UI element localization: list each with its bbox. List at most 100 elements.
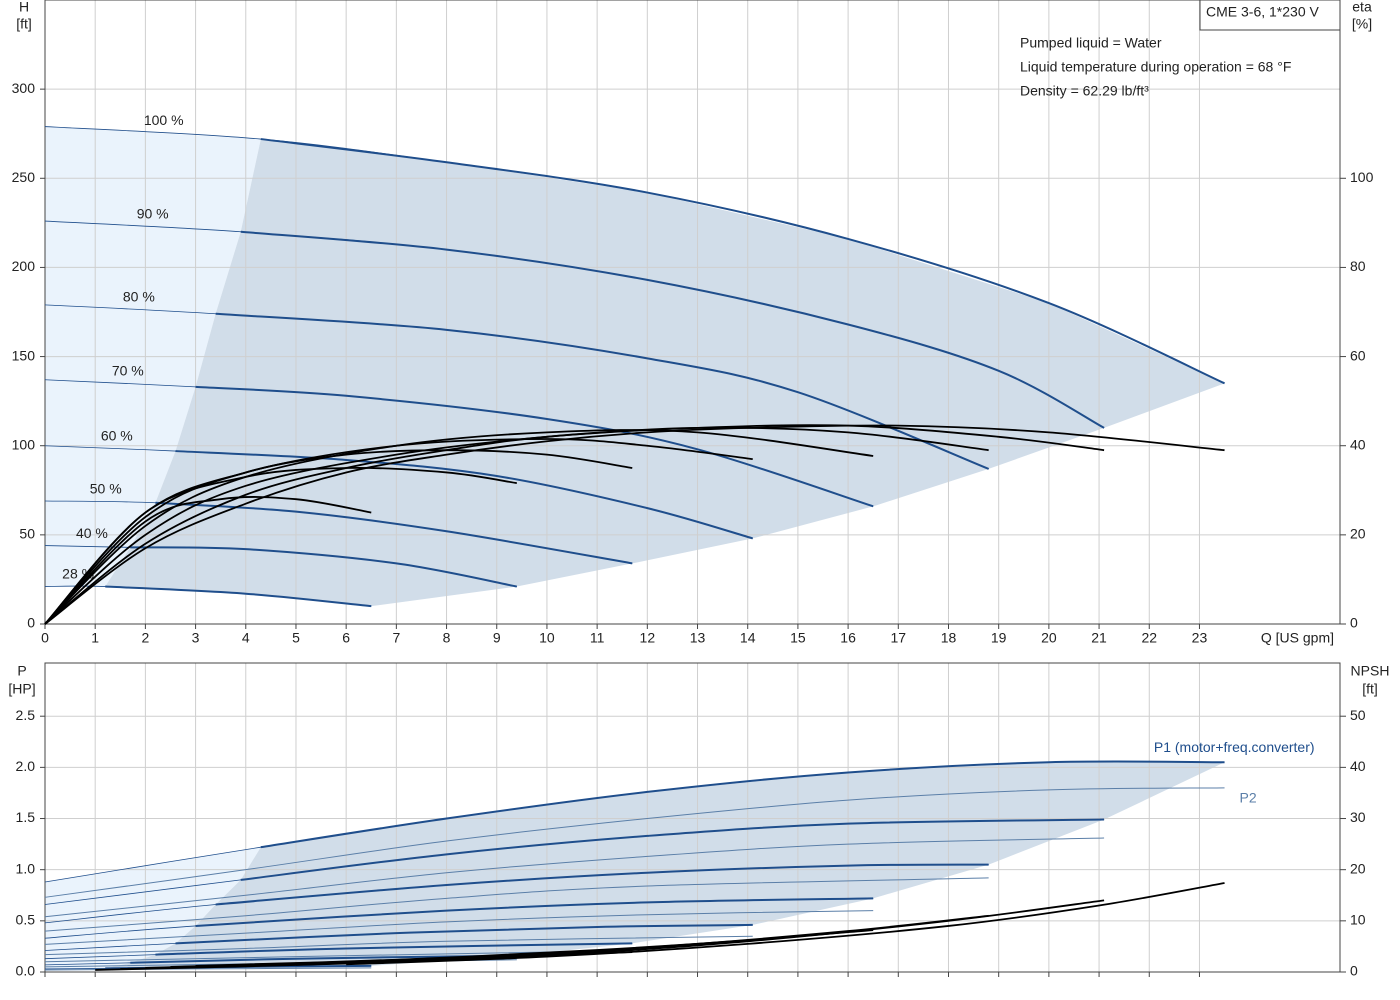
- y-tick-label: 200: [12, 258, 36, 274]
- y2-tick-label: 0: [1350, 963, 1358, 979]
- y2-tick-label: 60: [1350, 347, 1366, 363]
- series-label: 90 %: [137, 206, 169, 222]
- y2-tick-label: 10: [1350, 912, 1366, 928]
- y-tick-label: 250: [12, 169, 36, 185]
- curve: [105, 585, 372, 608]
- x-tick-label: 18: [941, 630, 957, 646]
- curve: [155, 942, 633, 956]
- curve: [195, 385, 874, 508]
- x-tick-label: 2: [141, 630, 149, 646]
- curve: [44, 837, 1105, 918]
- plot-frame: [44, 0, 1341, 625]
- curve: [240, 230, 1105, 429]
- x-tick-label: 10: [539, 630, 555, 646]
- y2-tick-label: 20: [1350, 526, 1366, 542]
- curve: [215, 863, 989, 906]
- plot-1: 0.0 0.5 1.0 1.5 2.0 2.5 0 10 20 30 40 50 P2 P1 (motor…: [16, 662, 1366, 979]
- y2-tick-label: 50: [1350, 707, 1366, 723]
- x-tick-label: 5: [292, 630, 300, 646]
- series-label: 60 %: [101, 427, 133, 443]
- curve: [130, 546, 518, 588]
- y2-tick-label: 80: [1350, 258, 1366, 274]
- y-tick-label: 50: [19, 526, 35, 542]
- y2-axis-label: NPSH: [1351, 663, 1390, 679]
- curve: [175, 450, 754, 540]
- series-label: P1 (motor+freq.converter): [1154, 739, 1315, 755]
- y-tick-label: 1.0: [16, 860, 36, 876]
- x-tick-label: 19: [991, 630, 1007, 646]
- x-tick-label: 21: [1091, 630, 1107, 646]
- x-tick-label: 4: [242, 630, 250, 646]
- curve: [155, 501, 633, 565]
- x-tick-label: 9: [493, 630, 501, 646]
- x-tick-label: 14: [740, 630, 756, 646]
- series-label: P2: [1240, 790, 1257, 806]
- x-tick-label: 17: [891, 630, 907, 646]
- curve-y2: [44, 438, 753, 625]
- annotation: Pumped liquid = Water: [1020, 35, 1162, 51]
- y2-tick-label: 20: [1350, 860, 1366, 876]
- x-tick-label: 16: [840, 630, 856, 646]
- curve-y2: [44, 426, 989, 625]
- chart-title: CME 3-6, 1*230 V: [1206, 4, 1319, 20]
- x-tick-label: 3: [192, 630, 200, 646]
- curve: [44, 910, 874, 945]
- series-label: 80 %: [123, 288, 155, 304]
- y-tick-label: 0: [27, 615, 35, 631]
- y2-axis-unit: [%]: [1352, 16, 1372, 32]
- x-tick-label: 12: [640, 630, 656, 646]
- curve: [175, 923, 753, 945]
- x-tick-label: 0: [41, 630, 49, 646]
- x-tick-label: 7: [392, 630, 400, 646]
- region-light: [45, 847, 261, 969]
- x-tick-label: 1: [91, 630, 99, 646]
- series-label: 40 %: [76, 525, 108, 541]
- curve: [215, 312, 990, 470]
- plot-frame: [44, 662, 1341, 973]
- y2-tick-label: 40: [1350, 758, 1366, 774]
- y-tick-label: 2.5: [16, 707, 36, 723]
- curve-y2: [95, 961, 372, 971]
- y-tick-label: 1.5: [16, 809, 36, 825]
- y2-tick-label: 30: [1350, 809, 1366, 825]
- y-tick-label: 300: [12, 80, 36, 96]
- curve: [44, 935, 753, 956]
- y2-tick-label: 100: [1350, 169, 1374, 185]
- x-tick-label: 20: [1041, 630, 1057, 646]
- curve: [44, 787, 1225, 898]
- x-tick-label: 23: [1192, 630, 1208, 646]
- curve-y2: [44, 496, 372, 625]
- title-box: [1199, 0, 1341, 31]
- y-tick-label: 100: [12, 436, 36, 452]
- x-tick-label: 6: [342, 630, 350, 646]
- y2-axis-unit: [ft]: [1362, 681, 1378, 697]
- y-axis-label: P: [17, 663, 26, 679]
- x-tick-label: 8: [443, 630, 451, 646]
- series-label: 70 %: [112, 362, 144, 378]
- y-axis-unit: [HP]: [8, 681, 35, 697]
- annotation: Liquid temperature during operation = 68…: [1020, 59, 1291, 75]
- plot-0: 0 1 2 3 4 5 6 7 8 9 10 11 12 13 14 15 16 17 18 19 20 21 22 2305…: [12, 0, 1374, 646]
- x-tick-label: 22: [1141, 630, 1157, 646]
- annotation: Density = 62.29 lb/ft³: [1020, 83, 1149, 99]
- y-tick-label: 0.0: [16, 963, 36, 979]
- y2-axis-label: eta: [1352, 0, 1372, 15]
- x-tick-label: 11: [590, 630, 605, 646]
- curve-y2: [44, 466, 517, 625]
- y-axis-unit: [ft]: [16, 16, 32, 32]
- y-tick-label: 2.0: [16, 758, 36, 774]
- curve: [240, 818, 1105, 881]
- curve: [44, 967, 372, 971]
- x-tick-label: 13: [690, 630, 706, 646]
- series-label: 50 %: [90, 481, 122, 497]
- curve: [260, 760, 1225, 849]
- y-axis-label: H: [19, 0, 29, 15]
- y-tick-label: 150: [12, 347, 36, 363]
- curve: [195, 897, 874, 927]
- y-tick-label: 0.5: [16, 912, 36, 928]
- curve: [260, 138, 1225, 385]
- curve: [44, 877, 989, 932]
- x-tick-label: 15: [790, 630, 806, 646]
- region-operating: [105, 762, 1225, 969]
